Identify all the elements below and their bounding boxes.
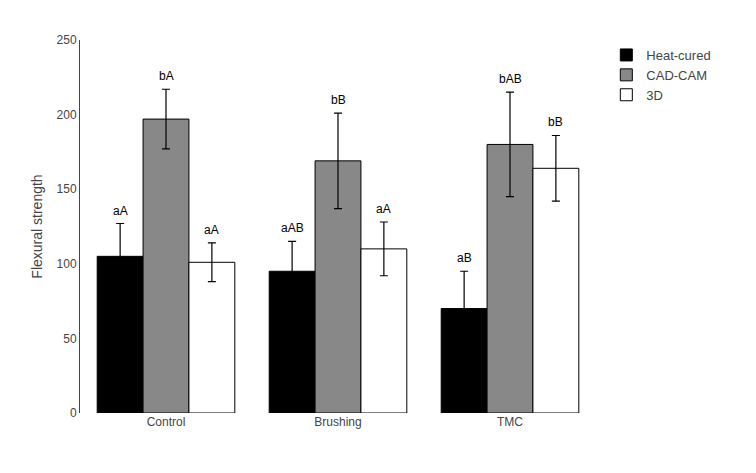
svg-text:aB: aB: [457, 251, 472, 265]
svg-text:bA: bA: [159, 69, 174, 83]
svg-text:aAB: aAB: [281, 221, 304, 235]
svg-text:aA: aA: [204, 223, 219, 237]
svg-text:Control: Control: [147, 415, 186, 429]
svg-text:50: 50: [63, 332, 77, 346]
svg-text:100: 100: [57, 257, 77, 271]
svg-text:200: 200: [57, 108, 77, 122]
svg-text:3D: 3D: [646, 88, 663, 103]
svg-text:TMC: TMC: [497, 415, 523, 429]
svg-text:aA: aA: [376, 202, 391, 216]
svg-text:Heat-cured: Heat-cured: [646, 48, 710, 63]
svg-text:bAB: bAB: [499, 72, 522, 86]
svg-text:150: 150: [57, 182, 77, 196]
svg-text:aA: aA: [113, 204, 128, 218]
svg-text:Brushing: Brushing: [314, 415, 361, 429]
svg-text:0: 0: [70, 406, 77, 420]
svg-text:bB: bB: [331, 93, 346, 107]
svg-text:250: 250: [57, 33, 77, 47]
svg-text:bB: bB: [548, 115, 563, 129]
svg-text:Flexural strength: Flexural strength: [29, 174, 45, 278]
svg-text:CAD-CAM: CAD-CAM: [646, 68, 707, 83]
